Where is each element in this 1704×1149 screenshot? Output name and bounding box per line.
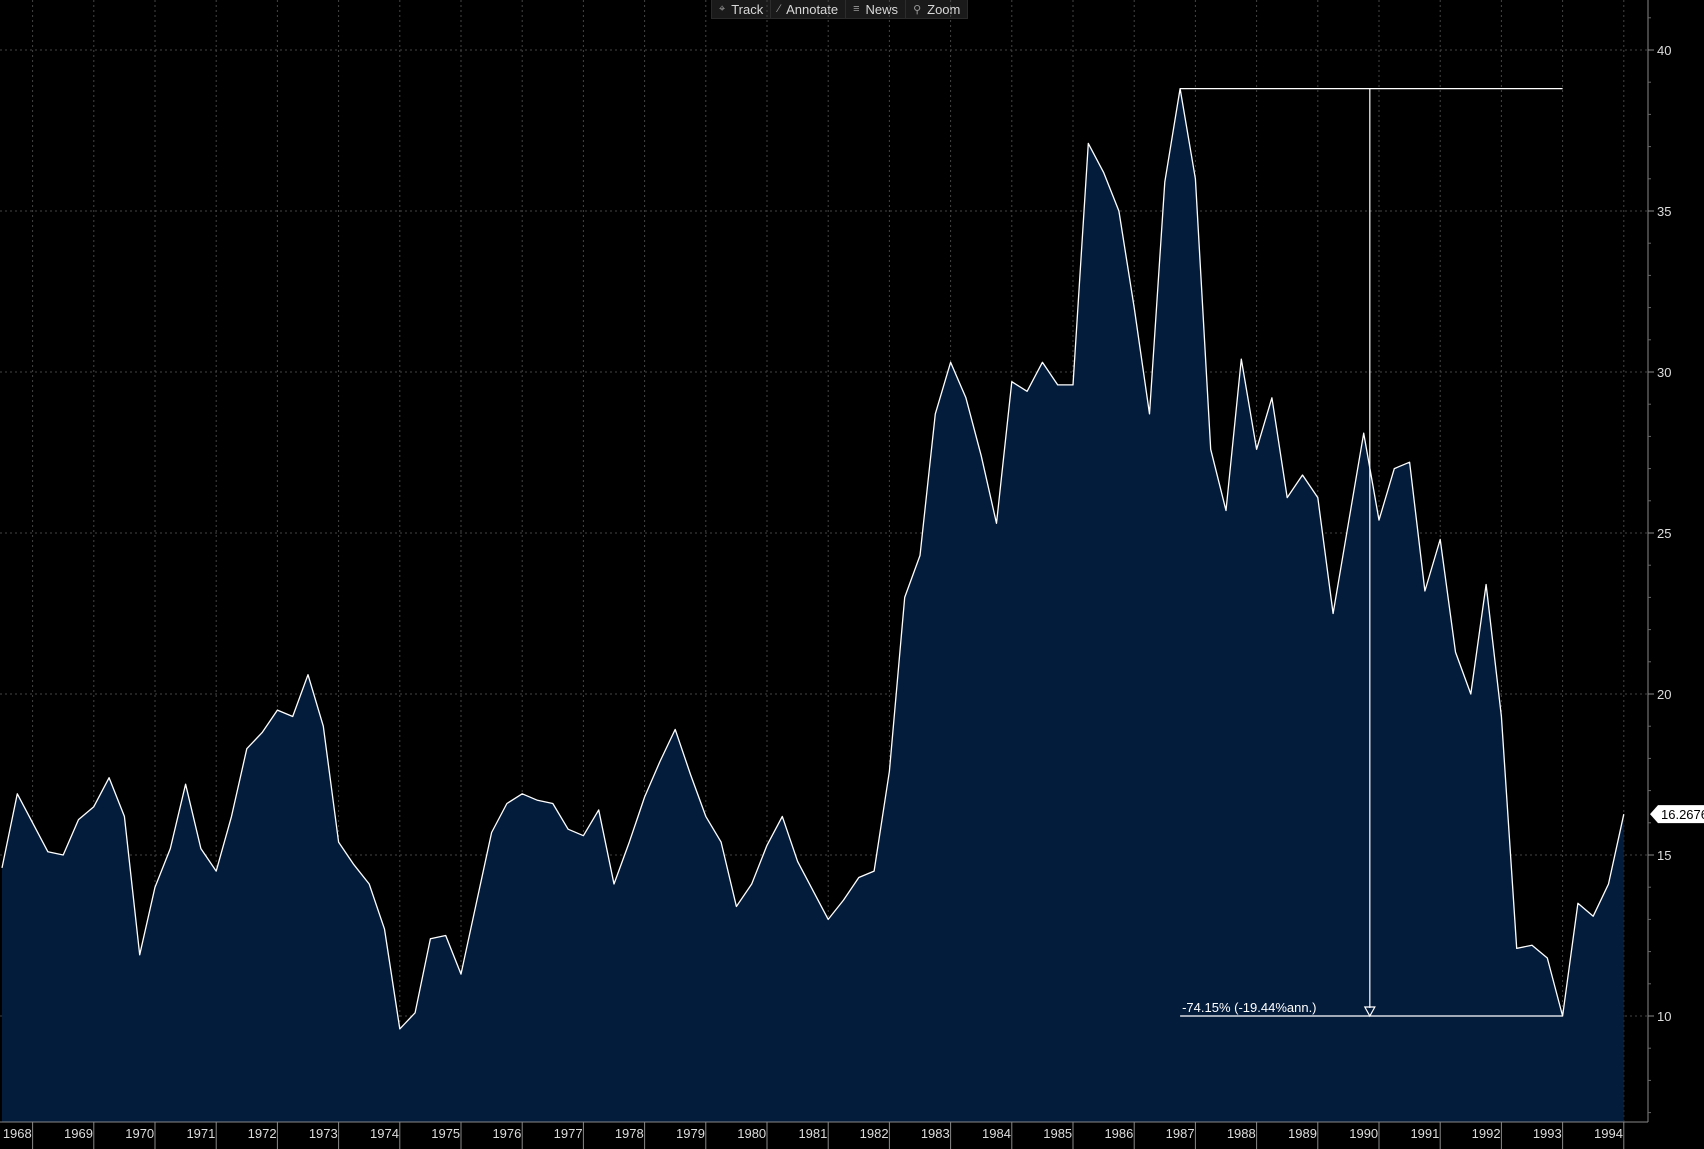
- y-axis: 10 15 20 25 30 35 40 16.2676: [1647, 0, 1704, 1122]
- x-tick-label: 1980: [737, 1126, 766, 1141]
- x-tick-label: 1977: [554, 1126, 583, 1141]
- x-tick-label: 1976: [492, 1126, 521, 1141]
- news-label: News: [865, 1, 899, 17]
- x-tick-label: 1972: [248, 1126, 277, 1141]
- track-label: Track: [731, 1, 764, 17]
- y-tick-label: 35: [1657, 204, 1671, 219]
- last-value-label: 16.2676: [1661, 807, 1704, 822]
- series-area: [2, 88, 1624, 1123]
- y-tick-label: 30: [1657, 365, 1671, 380]
- x-tick-label: 1985: [1043, 1126, 1072, 1141]
- zoom-label: Zoom: [927, 1, 961, 17]
- magnifier-icon: ⚲: [913, 3, 922, 16]
- y-tick-label: 40: [1657, 43, 1671, 58]
- x-tick-label: 1986: [1104, 1126, 1133, 1141]
- x-tick-label: 1987: [1166, 1126, 1195, 1141]
- x-tick-label: 1968: [3, 1126, 32, 1141]
- x-tick-label: 1990: [1349, 1126, 1378, 1141]
- zoom-button[interactable]: ⚲ Zoom: [906, 0, 967, 18]
- x-tick-label: 1979: [676, 1126, 705, 1141]
- x-tick-label: 1982: [860, 1126, 889, 1141]
- x-tick-label: 1981: [798, 1126, 827, 1141]
- x-tick-label: 1973: [309, 1126, 338, 1141]
- x-tick-label: 1989: [1288, 1126, 1317, 1141]
- crosshair-icon: ⌖: [719, 2, 726, 15]
- area-layer: [1, 87, 1625, 1123]
- y-tick-label: 25: [1657, 526, 1671, 541]
- chart-toolbar: ⌖ Track ∕ Annotate ≡ News ⚲ Zoom: [711, 0, 969, 19]
- drawdown-label: -74.15% (-19.44%ann.): [1182, 1000, 1316, 1015]
- x-tick-label: 1991: [1410, 1126, 1439, 1141]
- x-tick-label: 1969: [64, 1126, 93, 1141]
- y-tick-label: 10: [1657, 1009, 1671, 1024]
- track-button[interactable]: ⌖ Track: [712, 0, 772, 18]
- x-tick-label: 1978: [615, 1126, 644, 1141]
- x-tick-label: 1983: [921, 1126, 950, 1141]
- news-button[interactable]: ≡ News: [846, 0, 907, 18]
- x-tick-label: 1971: [186, 1126, 215, 1141]
- x-tick-label: 1993: [1533, 1126, 1562, 1141]
- annotation-layer: -74.15% (-19.44%ann.): [1180, 88, 1563, 1018]
- pencil-icon: ∕: [778, 3, 781, 15]
- last-value-tag: [1650, 805, 1704, 824]
- annotate-label: Annotate: [786, 1, 839, 17]
- x-tick-label: 1974: [370, 1126, 399, 1141]
- x-axis: 1968 1969 1970 1971 1972 1973 1974 1975 1976 1977…: [0, 1121, 1648, 1149]
- x-tick-label: 1975: [431, 1126, 460, 1141]
- y-tick-label: 20: [1657, 687, 1671, 702]
- series-line: [1, 87, 1625, 1030]
- x-tick-label: 1970: [125, 1126, 154, 1141]
- drawdown-arrowhead: [1363, 1006, 1376, 1018]
- x-tick-label: 1984: [982, 1126, 1011, 1141]
- x-tick-label: 1992: [1472, 1126, 1501, 1141]
- x-tick-label: 1988: [1227, 1126, 1256, 1141]
- news-icon: ≡: [853, 3, 860, 15]
- annotate-button[interactable]: ∕ Annotate: [771, 0, 847, 18]
- y-tick-label: 15: [1657, 848, 1671, 863]
- x-tick-label: 1994: [1594, 1126, 1623, 1141]
